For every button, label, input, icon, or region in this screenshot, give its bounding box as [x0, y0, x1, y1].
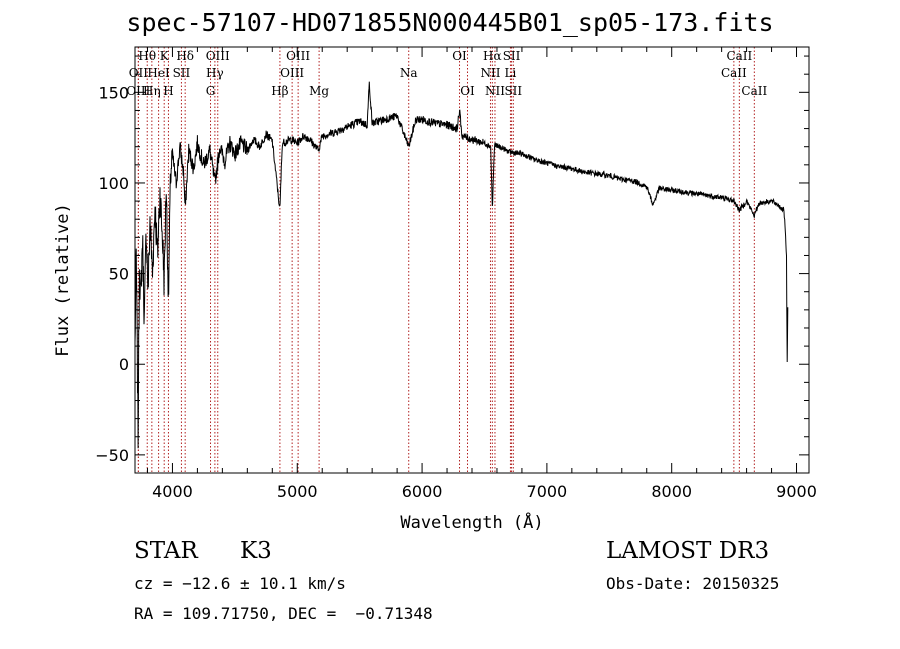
- line-label: K: [160, 49, 170, 63]
- x-tick-label: 5000: [277, 482, 318, 501]
- line-label: OIII: [206, 49, 230, 63]
- x-tick-label: 7000: [527, 482, 568, 501]
- y-tick-label: 0: [119, 355, 129, 374]
- line-label: Li: [505, 66, 517, 80]
- line-label: OIII: [126, 84, 150, 98]
- line-label: Hγ: [206, 66, 224, 80]
- line-label: CaII: [721, 66, 747, 80]
- chart-title: spec-57107-HD071855N000445B01_sp05-173.f…: [126, 8, 774, 37]
- object-subclass: K3: [240, 538, 272, 564]
- line-markers-layer: [137, 47, 755, 473]
- line-label: Mg: [309, 84, 329, 98]
- redshift-cz: cz = −12.6 ± 10.1 km/s: [134, 574, 346, 593]
- line-label: Hδ: [176, 49, 194, 63]
- line-label: Hθ: [138, 49, 156, 63]
- line-label: SII: [173, 66, 191, 80]
- line-label: SII: [504, 84, 522, 98]
- spectrum-line: [134, 81, 789, 449]
- y-tick-label: 100: [98, 174, 129, 193]
- y-tick-label: 50: [109, 265, 129, 284]
- line-label: Na: [400, 66, 418, 80]
- x-tick-label: 9000: [776, 482, 817, 501]
- line-label: G: [206, 84, 216, 98]
- line-label: CaII: [741, 84, 767, 98]
- sky-coordinates: RA = 109.71750, DEC = −0.71348: [134, 604, 433, 623]
- line-label: OI: [452, 49, 467, 63]
- line-label: SII: [503, 49, 521, 63]
- line-label: OIII: [280, 66, 304, 80]
- line-label: OII: [129, 66, 149, 80]
- line-label: Hη: [143, 84, 161, 98]
- line-label: CaII: [726, 49, 752, 63]
- x-axis-title: Wavelength (Å): [400, 511, 543, 533]
- line-label: OIII: [286, 49, 310, 63]
- x-tick-label: 6000: [402, 482, 443, 501]
- line-label: NII: [480, 66, 500, 80]
- line-label: NII: [485, 84, 505, 98]
- plot-frame: [134, 46, 810, 474]
- line-label: Hβ: [271, 84, 288, 98]
- spectrum-layer: [134, 81, 789, 449]
- line-label: HeI: [147, 66, 170, 80]
- line-label: H: [163, 84, 173, 98]
- y-tick-label: 150: [98, 83, 129, 102]
- line-label: Hα: [483, 49, 502, 63]
- line-label: OI: [460, 84, 475, 98]
- x-tick-label: 4000: [152, 482, 193, 501]
- axes-layer: 4000 5000 6000 7000 8000 9000 −50 0 50 100 150 Wave…: [53, 46, 817, 533]
- y-tick-label: −50: [95, 446, 129, 465]
- survey-name: LAMOST DR3: [606, 538, 770, 564]
- observation-date: Obs-Date: 20150325: [606, 574, 780, 593]
- y-axis-title: Flux (relative): [53, 203, 73, 357]
- x-tick-label: 8000: [651, 482, 692, 501]
- object-class: STAR: [134, 538, 198, 564]
